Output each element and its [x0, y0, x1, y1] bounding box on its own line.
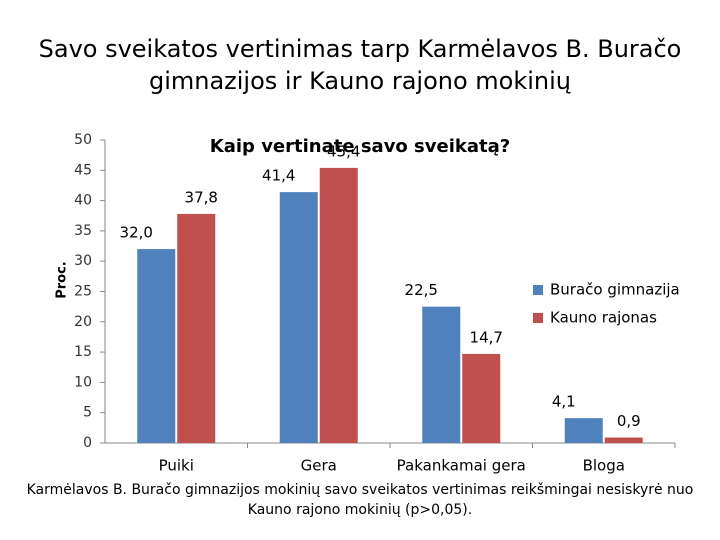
y-tick-label: 5 — [83, 405, 92, 421]
bar — [177, 213, 216, 443]
footnote: Kauno rajono mokinių (p>0,05). — [248, 502, 472, 518]
value-label: 32,0 — [120, 224, 153, 242]
y-tick-label: 35 — [74, 223, 92, 239]
value-label: 45,4 — [327, 142, 360, 160]
legend-swatch — [533, 313, 543, 323]
y-axis-label: Proc. — [55, 261, 70, 299]
slide-title: gimnazijos ir Kauno rajono mokinių — [149, 67, 571, 95]
x-tick-label: Gera — [301, 457, 337, 475]
value-label: 4,1 — [552, 393, 576, 411]
slide-title: Savo sveikatos vertinimas tarp Karmėlavo… — [39, 35, 682, 63]
legend-label: Kauno rajonas — [550, 309, 657, 327]
footnote: Karmėlavos B. Buračo gimnazijos mokinių … — [27, 482, 694, 498]
legend-swatch — [533, 285, 543, 295]
value-label: 37,8 — [185, 188, 218, 206]
value-label: 41,4 — [262, 167, 295, 185]
chart-title: Kaip vertinate savo sveikatą? — [210, 136, 510, 157]
x-tick-label: Puiki — [159, 457, 194, 475]
bar — [462, 353, 501, 443]
x-tick-label: Pakankamai gera — [397, 457, 526, 475]
y-tick-label: 10 — [74, 374, 92, 390]
y-tick-label: 25 — [74, 284, 92, 300]
legend-label: Buračo gimnazija — [550, 281, 680, 299]
y-tick-label: 0 — [83, 435, 92, 451]
bar — [564, 418, 603, 443]
y-tick-label: 50 — [74, 132, 92, 148]
y-tick-label: 15 — [74, 344, 92, 360]
bar — [604, 437, 643, 443]
value-label: 14,7 — [470, 328, 503, 346]
x-tick-label: Bloga — [583, 457, 625, 475]
y-tick-label: 45 — [74, 162, 92, 178]
y-tick-label: 20 — [74, 314, 92, 330]
value-label: 22,5 — [405, 281, 438, 299]
bar — [279, 192, 318, 443]
y-tick-label: 40 — [74, 193, 92, 209]
bar — [319, 167, 358, 443]
bar — [422, 306, 461, 443]
value-label: 0,9 — [617, 412, 641, 430]
bar — [137, 249, 176, 443]
y-tick-label: 30 — [74, 253, 92, 269]
